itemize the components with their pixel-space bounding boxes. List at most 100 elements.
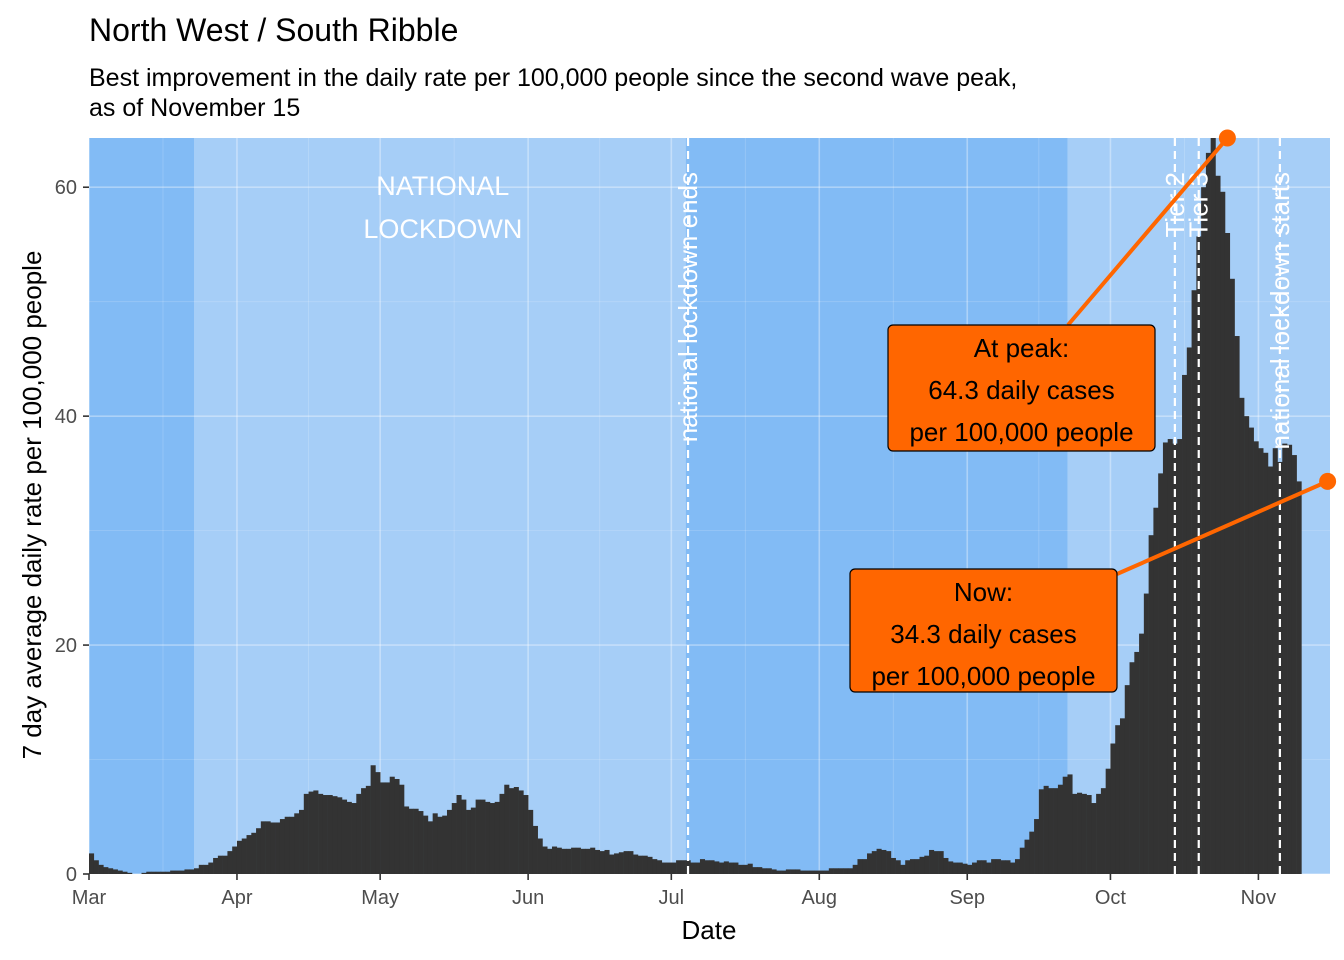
bar (1215, 175, 1221, 874)
bar (346, 801, 352, 874)
x-tick-label: Sep (949, 887, 985, 909)
bar (623, 851, 629, 874)
bar (170, 870, 176, 874)
bar (833, 868, 839, 874)
bar (547, 848, 553, 874)
bar (666, 862, 672, 874)
callout-box (849, 568, 1118, 693)
bar (871, 851, 877, 874)
bar (890, 857, 896, 874)
bar (103, 867, 109, 874)
bar (284, 816, 290, 874)
bar (857, 859, 863, 874)
bar (418, 811, 424, 874)
bar (523, 795, 529, 874)
bar (943, 857, 949, 874)
bar (466, 809, 472, 874)
bar (246, 835, 252, 874)
bar (236, 840, 243, 874)
bar (814, 870, 820, 874)
bar (361, 788, 367, 874)
bar (566, 848, 572, 874)
bar (1210, 138, 1216, 874)
lockdown-label-line: LOCKDOWN (363, 214, 522, 244)
bar (165, 871, 171, 874)
bar (327, 795, 333, 874)
bar (1267, 466, 1274, 874)
bar (642, 855, 648, 874)
bar (709, 860, 715, 874)
bar (661, 862, 667, 874)
bar (1053, 788, 1059, 874)
bar (341, 799, 348, 874)
bar (1205, 152, 1211, 874)
x-tick-label: Oct (1095, 887, 1127, 909)
bar (1220, 191, 1226, 874)
bar (976, 860, 982, 874)
bar (561, 848, 567, 874)
bar (1081, 793, 1087, 874)
bar (909, 859, 916, 874)
bar (1272, 448, 1278, 874)
bar (1162, 442, 1169, 874)
bar (738, 864, 744, 874)
callout-text-line: per 100,000 people (909, 417, 1133, 447)
bar (174, 870, 180, 874)
chart-subtitle-line-2: as of November 15 (89, 94, 300, 122)
callout-point (1218, 129, 1236, 147)
bar (289, 816, 295, 874)
bar (776, 870, 782, 874)
bar (551, 846, 558, 874)
bar (217, 855, 223, 874)
bar (499, 793, 505, 874)
bar (337, 797, 343, 874)
bar (1177, 439, 1183, 874)
bar (294, 813, 300, 874)
bar (203, 864, 209, 874)
y-tick-label: 40 (55, 406, 77, 428)
bar (900, 864, 906, 874)
bar (89, 853, 95, 874)
bar (275, 822, 281, 874)
bars (89, 138, 1302, 875)
bar (1048, 788, 1054, 874)
y-tick-label: 20 (55, 635, 77, 657)
bar (1124, 685, 1130, 874)
bar (356, 793, 362, 874)
bar (1153, 507, 1159, 874)
bar (1086, 795, 1092, 874)
bar (509, 788, 515, 874)
bar (98, 864, 104, 874)
bar (628, 851, 634, 874)
x-tick-label: Mar (72, 887, 107, 909)
y-tick-label: 0 (66, 864, 77, 886)
bar (194, 868, 200, 874)
callout-text-line: per 100,000 people (871, 661, 1095, 691)
bar (1224, 233, 1231, 875)
bar (809, 870, 815, 874)
bar (1091, 803, 1097, 874)
callout-text-line: 34.3 daily cases (890, 619, 1076, 649)
lockdown-label-line: NATIONAL (376, 171, 509, 201)
bar (843, 868, 849, 874)
bar (122, 871, 128, 874)
chart-title: North West / South Ribble (89, 12, 458, 48)
bar (1248, 427, 1254, 874)
bar (757, 867, 763, 874)
bar (413, 808, 419, 874)
callout-connector (1116, 479, 1329, 576)
bar (151, 871, 157, 874)
bar (886, 851, 892, 874)
bar (1229, 278, 1235, 874)
x-tick-label: Jul (659, 887, 685, 909)
lockdown-labels: NATIONAL LOCKDOWN (363, 171, 522, 244)
bar (1253, 441, 1259, 874)
event-label: national lockdown starts (1265, 172, 1295, 449)
bar (699, 859, 706, 874)
bar (728, 862, 734, 874)
bar (599, 851, 605, 874)
bar (270, 822, 276, 874)
bar (399, 784, 405, 874)
bar (461, 799, 467, 874)
x-tick-label: Nov (1241, 887, 1277, 909)
